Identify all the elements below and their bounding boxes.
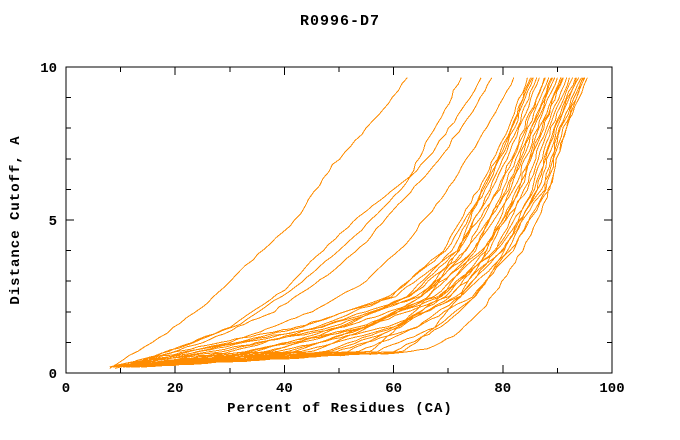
model-curve (116, 77, 558, 368)
model-curve (125, 77, 515, 368)
model-curve (132, 77, 563, 368)
model-curve (142, 77, 556, 368)
model-curve (117, 77, 528, 368)
x-tick-label: 100 (599, 381, 624, 397)
model-curve (130, 77, 562, 368)
model-curve (114, 77, 582, 368)
y-tick-label: 5 (49, 214, 57, 230)
model-curve (123, 77, 533, 368)
model-curve (126, 77, 545, 368)
model-curve (120, 77, 482, 368)
model-curve (109, 77, 546, 368)
model-curve (131, 77, 585, 368)
model-curve (109, 77, 408, 369)
x-axis-label: Percent of Residues (CA) (227, 401, 453, 417)
model-curve (120, 77, 583, 368)
model-curve (114, 77, 462, 369)
y-tick-label: 0 (49, 367, 57, 383)
x-tick-label: 20 (167, 381, 184, 397)
x-tick-label: 80 (494, 381, 511, 397)
x-tick-label: 40 (276, 381, 293, 397)
model-curve (123, 77, 493, 368)
x-tick-label: 0 (62, 381, 70, 397)
model-curve (138, 77, 577, 368)
model-curve (137, 77, 532, 368)
x-tick-label: 60 (385, 381, 402, 397)
chart-title: R0996-D7 (299, 13, 380, 30)
model-curve (112, 77, 534, 368)
y-tick-label: 10 (40, 61, 57, 77)
model-curve (122, 77, 564, 368)
